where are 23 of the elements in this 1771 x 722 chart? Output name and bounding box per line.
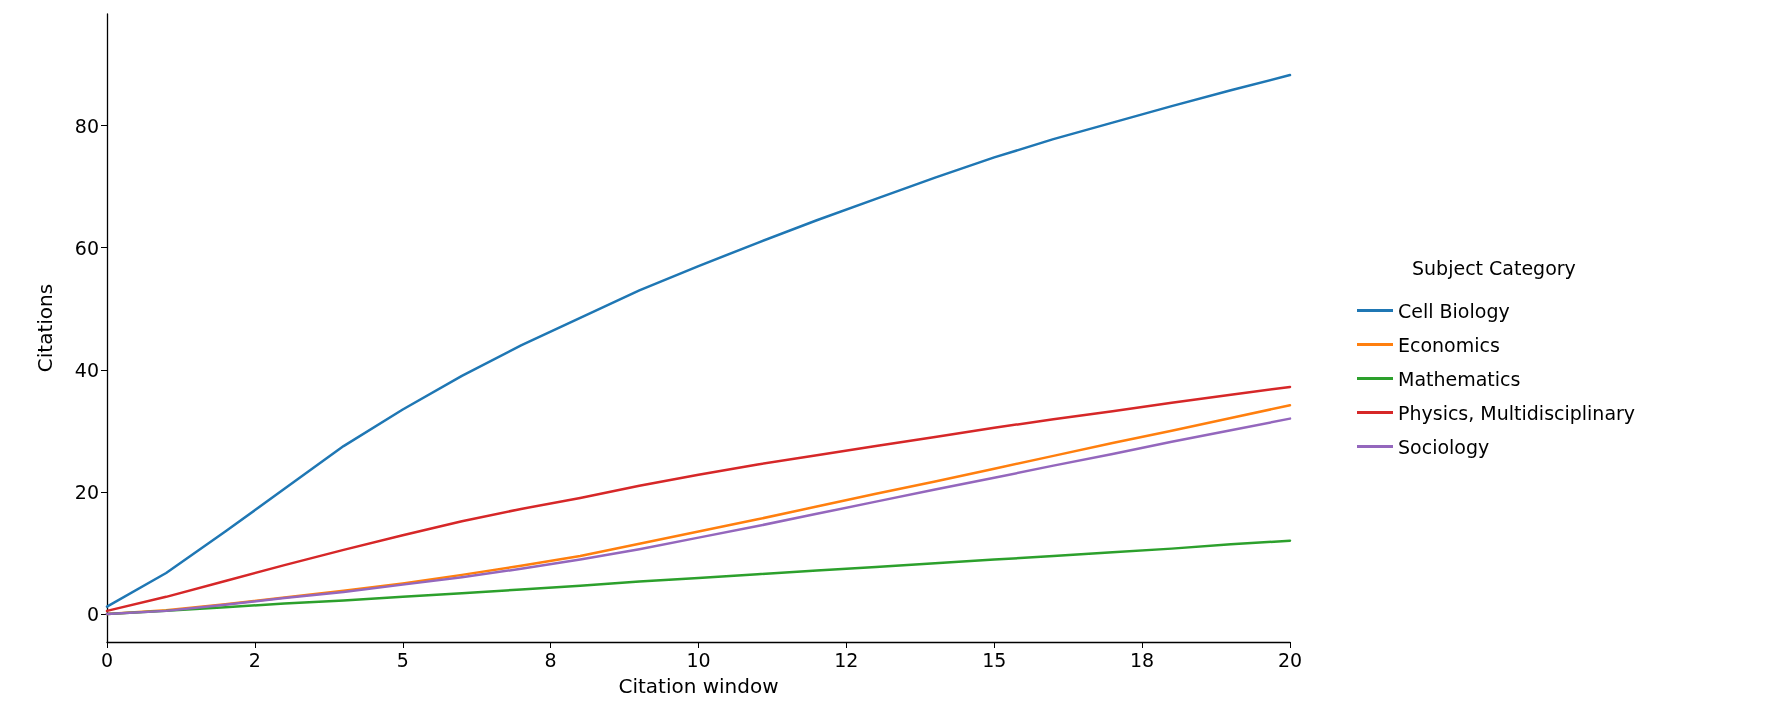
legend-label: Cell Biology [1398, 299, 1510, 322]
x-tick-label: 12 [834, 648, 859, 671]
y-tick-label: 60 [74, 236, 99, 259]
x-tick-label: 10 [686, 648, 711, 671]
x-tick-label: 0 [100, 648, 114, 671]
x-axis-title: Citation window [618, 674, 779, 698]
legend-title: Subject Category [1412, 256, 1576, 279]
y-tick-label: 0 [86, 602, 99, 625]
x-tick-label: 8 [544, 648, 557, 671]
legend-label: Economics [1398, 333, 1500, 356]
x-tick-label: 15 [982, 648, 1007, 671]
y-tick-label: 40 [74, 358, 99, 381]
legend-label: Sociology [1398, 435, 1490, 458]
legend-label: Physics, Multidisciplinary [1398, 401, 1636, 424]
x-tick-label: 20 [1277, 648, 1303, 671]
y-axis-title: Citations [33, 283, 57, 373]
line-series [105, 73, 1292, 608]
y-tick-label: 80 [74, 114, 99, 137]
y-tick-label: 20 [74, 480, 99, 503]
legend-label: Mathematics [1398, 367, 1521, 390]
x-tick-label: 18 [1130, 648, 1155, 671]
x-tick-label: 5 [396, 648, 409, 671]
x-tick-label: 2 [248, 648, 261, 671]
